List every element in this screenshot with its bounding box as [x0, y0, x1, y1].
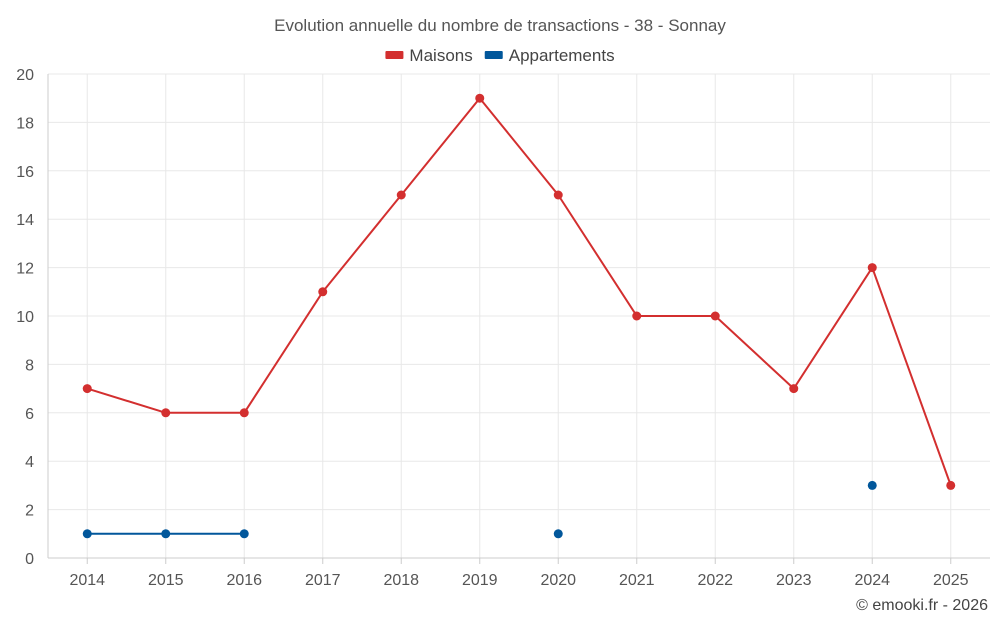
x-tick-label: 2021: [619, 572, 655, 589]
series-line-segment-maisons: [86, 387, 167, 414]
data-point-maisons[interactable]: [946, 480, 956, 490]
data-point-appartements[interactable]: [161, 529, 171, 539]
grid: [48, 73, 990, 559]
x-tick-label: 2025: [933, 572, 969, 589]
credit-text: © emooki.fr - 2026: [856, 597, 988, 614]
x-tick-label: 2024: [854, 572, 890, 589]
series-line-segment-maisons: [243, 290, 324, 414]
series-layer: [82, 93, 956, 539]
data-point-appartements[interactable]: [867, 480, 877, 490]
y-tick-label: 14: [16, 212, 34, 229]
data-point-maisons[interactable]: [710, 311, 720, 321]
series-line-segment-maisons: [557, 194, 638, 317]
series-appartements: [82, 480, 877, 539]
legend-label: Maisons: [409, 46, 472, 65]
y-tick-label: 18: [16, 115, 34, 132]
legend-item-maisons[interactable]: Maisons: [385, 46, 473, 65]
y-tick-label: 0: [25, 551, 34, 568]
x-tick-label: 2015: [148, 572, 184, 589]
x-tick-label: 2014: [69, 572, 105, 589]
legend-swatch: [484, 51, 503, 59]
y-tick-label: 2: [25, 503, 34, 520]
series-line-segment-maisons: [400, 97, 481, 196]
y-tick-label: 4: [25, 454, 34, 471]
series-line-segment-maisons: [714, 315, 795, 390]
series-line-segment-maisons: [871, 266, 952, 487]
data-point-appartements[interactable]: [82, 529, 92, 539]
x-tick-label: 2017: [305, 572, 341, 589]
data-point-maisons[interactable]: [161, 408, 171, 418]
data-point-maisons[interactable]: [239, 408, 249, 418]
x-tick-label: 2019: [462, 572, 498, 589]
y-tick-label: 10: [16, 309, 34, 326]
y-tick-label: 12: [16, 261, 34, 278]
data-point-maisons[interactable]: [318, 287, 328, 297]
data-point-maisons[interactable]: [632, 311, 642, 321]
data-point-maisons[interactable]: [82, 384, 92, 394]
series-maisons: [82, 93, 956, 490]
legend-swatch: [385, 51, 404, 59]
series-line-segment-maisons: [478, 97, 560, 196]
axes: 0 2 4 6 8 10 12 14 16 18 20 2014 2015 2016 2017 2018 201…: [16, 67, 990, 589]
y-tick-label: 8: [25, 357, 34, 374]
data-point-maisons[interactable]: [789, 384, 799, 394]
x-tick-label: 2016: [226, 572, 262, 589]
data-point-appartements[interactable]: [239, 529, 249, 539]
data-point-appartements[interactable]: [553, 529, 563, 539]
legend-item-appartements[interactable]: Appartements: [484, 46, 615, 65]
chart-title: Evolution annuelle du nombre de transact…: [274, 16, 726, 35]
data-point-maisons[interactable]: [553, 190, 563, 200]
x-tick-label: 2020: [540, 572, 576, 589]
y-tick-label: 20: [16, 67, 34, 84]
data-point-maisons[interactable]: [396, 190, 406, 200]
x-tick-label: 2023: [776, 572, 812, 589]
x-tick-label: 2018: [383, 572, 419, 589]
data-point-maisons[interactable]: [867, 263, 877, 273]
series-line-segment-maisons: [792, 266, 874, 390]
y-tick-label: 16: [16, 164, 34, 181]
series-line-segment-maisons: [321, 194, 403, 293]
legend-label: Appartements: [509, 46, 615, 65]
y-tick-label: 6: [25, 406, 34, 423]
data-point-maisons[interactable]: [475, 93, 485, 103]
x-tick-label: 2022: [697, 572, 733, 589]
legend: Maisons Appartements: [385, 46, 615, 65]
